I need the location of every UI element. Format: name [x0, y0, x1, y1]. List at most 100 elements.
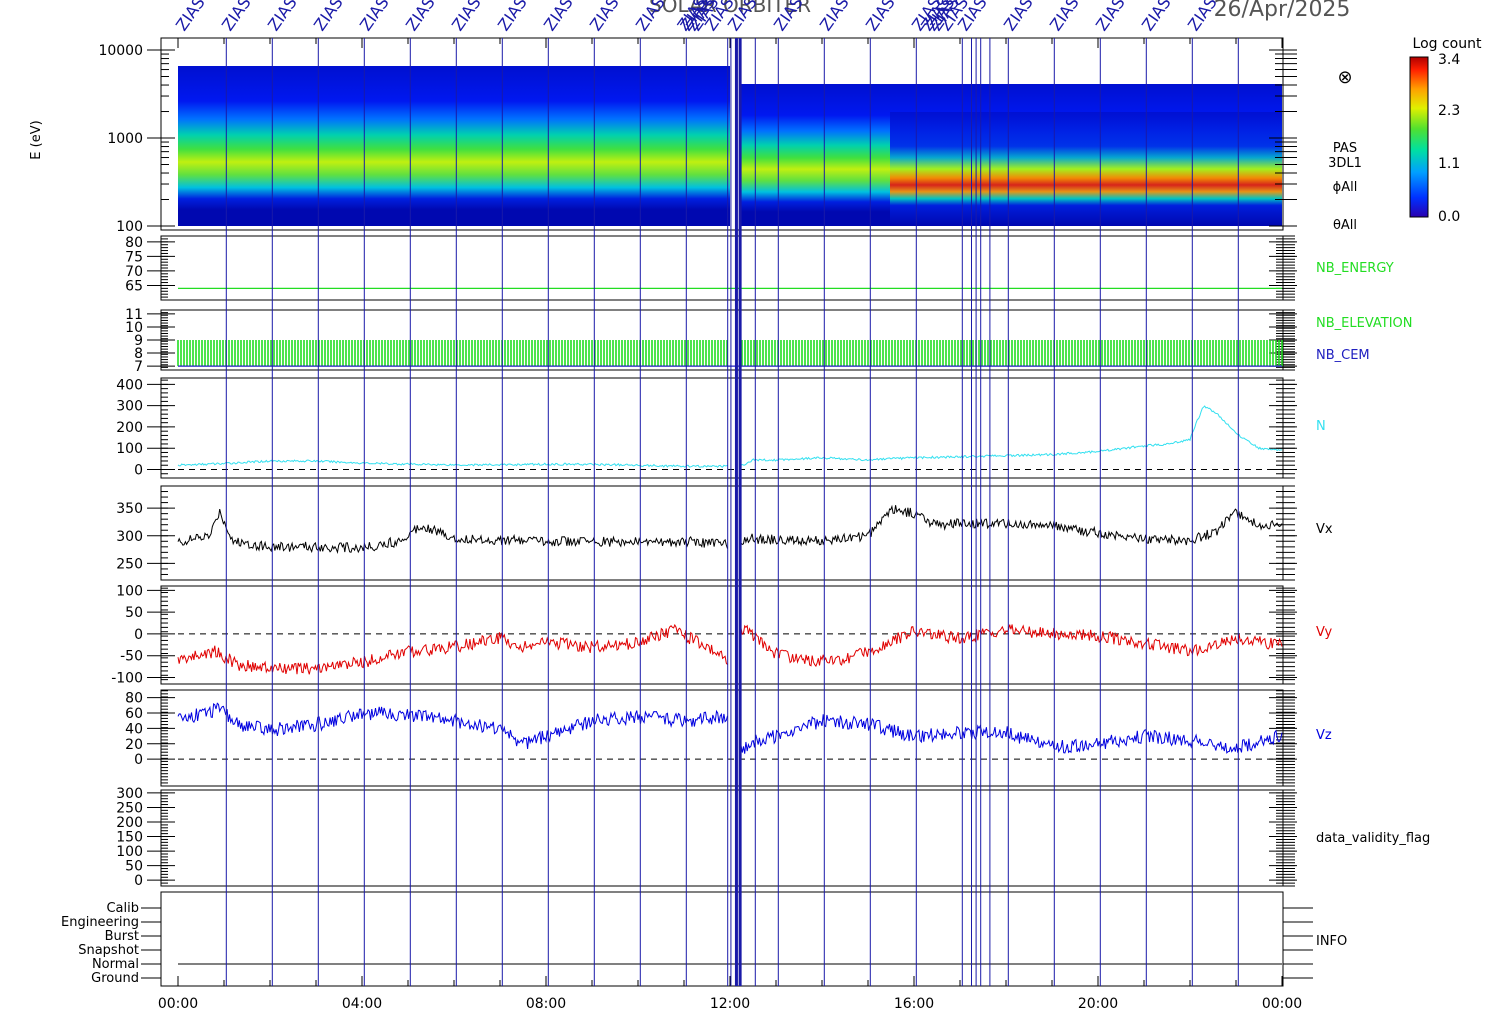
event-marker-label: ZIAS [540, 0, 577, 34]
y-tick-label: 0 [134, 752, 143, 768]
y-tick-label: 350 [116, 501, 143, 517]
y-tick-label: 300 [116, 529, 143, 545]
y-tick-label: 65 [125, 278, 143, 294]
y-tick-label: 11 [125, 307, 143, 323]
y-tick-label: 10000 [98, 43, 143, 59]
spectrogram-ylabel: E (eV) [29, 120, 44, 159]
spectrogram-symbol: ⊗ [1337, 67, 1352, 88]
plot-date: 26/Apr/2025 [1214, 0, 1351, 22]
x-tick-label: 00:00 [1262, 996, 1302, 1012]
event-marker-label: ZIAS [816, 0, 853, 34]
y-tick-label: 8 [134, 346, 143, 362]
spectrogram-band-early [178, 66, 730, 226]
info-category-label: Burst [105, 929, 139, 944]
colorbar: Log count 3.4 2.3 1.1 0.0 [1409, 36, 1482, 225]
theta-label: θAll [1333, 218, 1357, 233]
y-tick-label: 80 [125, 235, 143, 251]
series-vz-line [177, 702, 1283, 754]
spectrogram-hot-band [890, 112, 1282, 226]
nb-elevation-label: NB_ELEVATION [1316, 316, 1413, 331]
x-axis-labels: 00:00 04:00 08:00 12:00 16:00 20:00 00:00 [158, 38, 1302, 1012]
y-tick-label: 0 [134, 627, 143, 643]
y-tick-label: 70 [125, 264, 143, 280]
panel-frame [160, 789, 1284, 887]
y-tick-label: 1000 [107, 131, 143, 147]
y-tick-label: 100 [116, 583, 143, 599]
panel-vx: 350 300 250 [116, 485, 1297, 581]
nb-energy-label: NB_ENERGY [1316, 261, 1394, 276]
event-marker-label: ZIAS [494, 0, 531, 34]
y-tick-label: 50 [125, 605, 143, 621]
x-tick-label: 20:00 [1078, 996, 1118, 1012]
y-tick-label: 10 [125, 320, 143, 336]
event-marker-label: ZIAS [1046, 0, 1083, 34]
y-tick-label: -50 [120, 649, 143, 665]
series-vy-line [177, 623, 1283, 675]
spectrogram-yticks: 10000 1000 100 [98, 43, 1297, 235]
y-tick-label: 9 [134, 333, 143, 349]
y-tick-label: 7 [134, 359, 143, 375]
info-label: INFO [1316, 934, 1347, 949]
spectrogram-panel: E (eV) 10000 1000 100 ⊗ PAS 3DL1 ϕAll θAll [29, 37, 1362, 235]
y-tick-label: 250 [116, 800, 143, 816]
x-tick-label: 16:00 [894, 996, 934, 1012]
panel-frame [160, 377, 1284, 479]
event-marker-label: ZIAS [264, 0, 301, 34]
event-marker-label: ZIAS [586, 0, 623, 34]
validity-flag-label: data_validity_flag [1316, 831, 1430, 846]
info-category-label: Normal [92, 957, 139, 972]
y-tick-label: 100 [116, 844, 143, 860]
panel-frame [160, 235, 1284, 301]
event-marker-label: ZIAS [1000, 0, 1037, 34]
y-tick-label: 200 [116, 420, 143, 436]
y-tick-label: 60 [125, 706, 143, 722]
y-tick-label: 300 [116, 399, 143, 415]
colorbar-title: Log count [1413, 36, 1482, 52]
colorbar-tick: 0.0 [1438, 209, 1460, 225]
event-marker-label: ZIAS [448, 0, 485, 34]
y-tick-label: 250 [116, 556, 143, 572]
series-nb_elevation-band [177, 340, 1283, 367]
panel-info: CalibEngineeringBurstSnapshotNormalGroun… [61, 891, 1313, 987]
colorbar-tick: 2.3 [1438, 103, 1460, 119]
series-n-line [177, 405, 1282, 468]
info-category-label: Engineering [61, 915, 139, 930]
vx-label: Vx [1316, 522, 1333, 537]
marker-label-group: ZIAS ZIAS ZIAS ZIAS ZIAS ZIAS ZIAS ZIAS ZIAS ZIAS… [172, 0, 1221, 34]
vz-label: Vz [1316, 728, 1332, 743]
panel-frame [160, 485, 1284, 581]
info-category-label: Calib [106, 901, 139, 916]
vy-label: Vy [1316, 625, 1333, 640]
colorbar-tick: 3.4 [1438, 52, 1460, 68]
colorbar-tick: 1.1 [1438, 156, 1460, 172]
y-tick-label: 100 [116, 441, 143, 457]
density-label: N [1316, 419, 1326, 434]
x-tick-label: 12:00 [710, 996, 750, 1012]
panel-frame [160, 689, 1284, 787]
timeseries-panels: 8075706511109874003002001000350300250100… [61, 235, 1313, 987]
event-marker-label: ZIAS [172, 0, 209, 34]
event-marker-label: ZIAS [862, 0, 899, 34]
panel-frame [160, 891, 1284, 987]
info-category-label: Ground [91, 971, 139, 986]
y-tick-label: 75 [125, 249, 143, 265]
y-tick-label: 400 [116, 377, 143, 393]
panel-n: 400 300 200 100 0 [116, 377, 1297, 479]
y-tick-label: 0 [134, 462, 143, 478]
event-marker-label: ZIAS [402, 0, 439, 34]
product-label: 3DL1 [1328, 156, 1362, 171]
y-tick-label: 100 [116, 219, 143, 235]
y-tick-label: 80 [125, 691, 143, 707]
y-tick-label: 200 [116, 815, 143, 831]
event-marker-label: ZIAS [1092, 0, 1129, 34]
nb-cem-label: NB_CEM [1316, 348, 1370, 363]
info-category-label: Snapshot [78, 943, 139, 958]
colorbar-gradient [1409, 56, 1429, 218]
plot-title: SOLAR ORBITER [649, 0, 811, 17]
x-tick-label: 04:00 [342, 996, 382, 1012]
